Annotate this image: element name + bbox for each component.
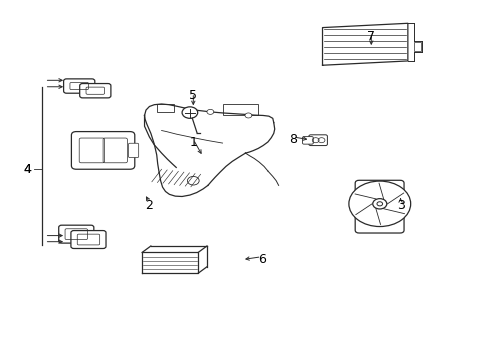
Text: 8: 8 (289, 133, 297, 146)
FancyBboxPatch shape (128, 143, 139, 158)
FancyBboxPatch shape (308, 135, 327, 145)
Text: 5: 5 (189, 89, 197, 102)
Circle shape (182, 107, 197, 118)
FancyBboxPatch shape (59, 225, 94, 243)
Text: 1: 1 (189, 136, 197, 149)
Circle shape (348, 181, 410, 226)
Text: 4: 4 (23, 163, 31, 176)
Text: 2: 2 (145, 199, 153, 212)
Bar (222, 104, 257, 115)
Text: 7: 7 (366, 30, 374, 43)
FancyBboxPatch shape (63, 79, 95, 93)
FancyBboxPatch shape (354, 180, 403, 233)
FancyBboxPatch shape (80, 84, 111, 98)
Text: 3: 3 (396, 199, 404, 212)
Circle shape (372, 199, 386, 209)
Bar (157, 104, 173, 112)
FancyBboxPatch shape (302, 136, 313, 144)
FancyBboxPatch shape (71, 230, 106, 248)
Text: 4: 4 (23, 163, 31, 176)
Circle shape (244, 113, 251, 118)
Bar (413, 41, 420, 51)
FancyBboxPatch shape (71, 132, 135, 169)
Circle shape (206, 109, 213, 114)
Text: 6: 6 (257, 253, 265, 266)
